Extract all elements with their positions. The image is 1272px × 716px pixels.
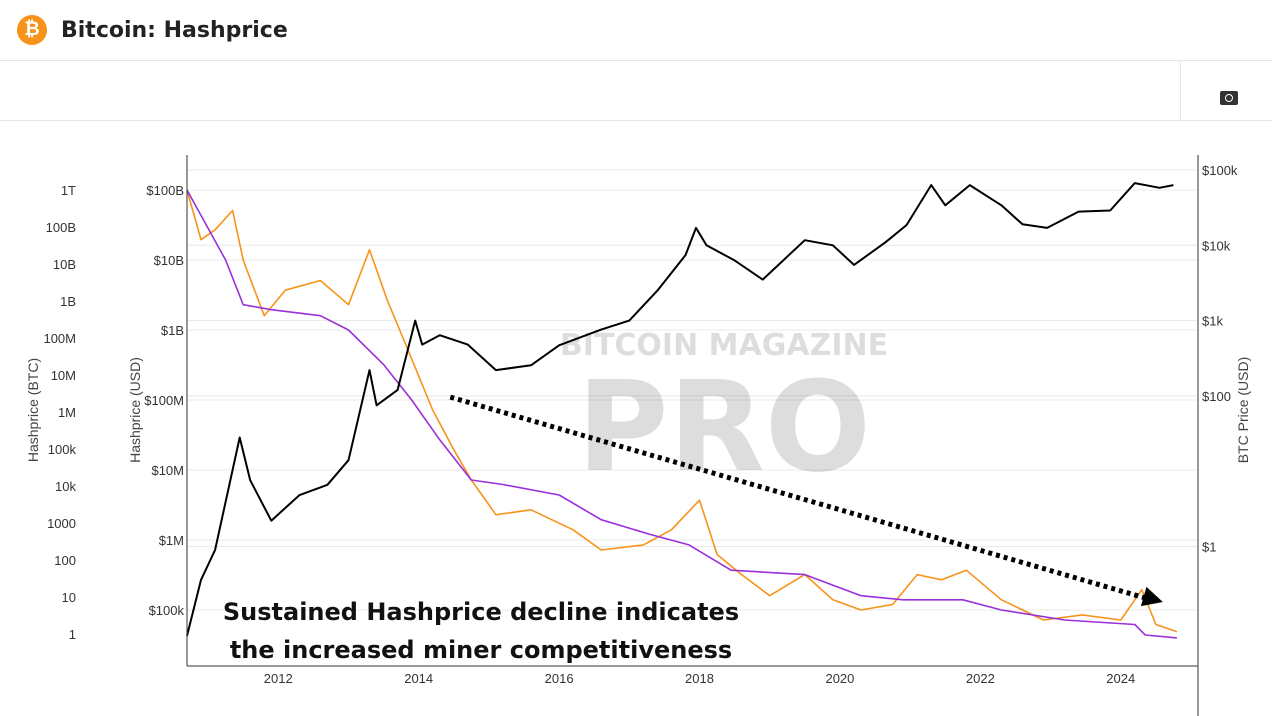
- usd-tick-label: $1M: [159, 533, 184, 548]
- x-tick-label: 2020: [825, 671, 854, 686]
- btc-tick-label: 1000: [47, 516, 76, 531]
- usd-tick-label: $10B: [154, 253, 184, 268]
- btc-tick-label: 10k: [55, 479, 76, 494]
- x-tick-label: 2012: [264, 671, 293, 686]
- btc-tick-label: 10M: [51, 368, 76, 383]
- series-line-0: [186, 182, 1174, 637]
- watermark: BITCOIN MAGAZINE PRO: [560, 328, 888, 500]
- usd-tick-label: $100M: [144, 393, 184, 408]
- btc-tick-label: 1M: [58, 405, 76, 420]
- series-line-2: [186, 189, 1177, 639]
- btc-tick-label: 1: [69, 627, 76, 642]
- usd-tick-label: $100B: [146, 183, 184, 198]
- right-tick-label: $1k: [1202, 314, 1223, 329]
- btc-tick-label: 100M: [43, 331, 76, 346]
- series-line-1: [186, 189, 1178, 633]
- annotation-line1: Sustained Hashprice decline indicates: [223, 598, 739, 626]
- left-usd-axis-title: Hashprice (USD): [127, 357, 143, 463]
- btc-tick-label: 10B: [53, 257, 76, 272]
- btc-tick-label: 1T: [61, 183, 76, 198]
- camera-icon[interactable]: [1220, 91, 1238, 105]
- right-tick-label: $10k: [1202, 238, 1231, 253]
- x-tick-label: 2022: [966, 671, 995, 686]
- usd-tick-label: $1B: [161, 323, 184, 338]
- btc-tick-label: 1B: [60, 294, 76, 309]
- watermark-line1: BITCOIN MAGAZINE: [560, 328, 888, 363]
- x-tick-label: 2014: [404, 671, 433, 686]
- watermark-line2: PRO: [577, 355, 871, 500]
- header: ₿ Bitcoin: Hashprice: [0, 0, 1272, 61]
- left-btc-axis-title: Hashprice (BTC): [25, 358, 41, 462]
- x-tick-label: 2024: [1106, 671, 1135, 686]
- btc-tick-label: 10: [62, 590, 76, 605]
- x-tick-label: 2016: [545, 671, 574, 686]
- trend-arrow-line: [449, 394, 1150, 602]
- btc-tick-label: 100: [54, 553, 76, 568]
- right-tick-label: $100: [1202, 389, 1231, 404]
- btc-tick-label: 100k: [48, 442, 77, 457]
- right-axis-title: BTC Price (USD): [1235, 357, 1251, 464]
- usd-tick-label: $100k: [149, 603, 185, 618]
- btc-tick-label: 100B: [46, 220, 76, 235]
- trend-arrow-head: [1140, 586, 1163, 607]
- usd-tick-label: $10M: [151, 463, 184, 478]
- x-tick-label: 2018: [685, 671, 714, 686]
- annotation-line2: the increased miner competitiveness: [230, 636, 732, 664]
- toolbar-divider: [1180, 61, 1181, 120]
- toolbar: [0, 61, 1272, 121]
- right-tick-label: $100k: [1202, 163, 1238, 178]
- page-title: Bitcoin: Hashprice: [61, 17, 288, 43]
- bitcoin-icon: ₿: [17, 15, 47, 45]
- right-tick-label: $1: [1202, 540, 1216, 555]
